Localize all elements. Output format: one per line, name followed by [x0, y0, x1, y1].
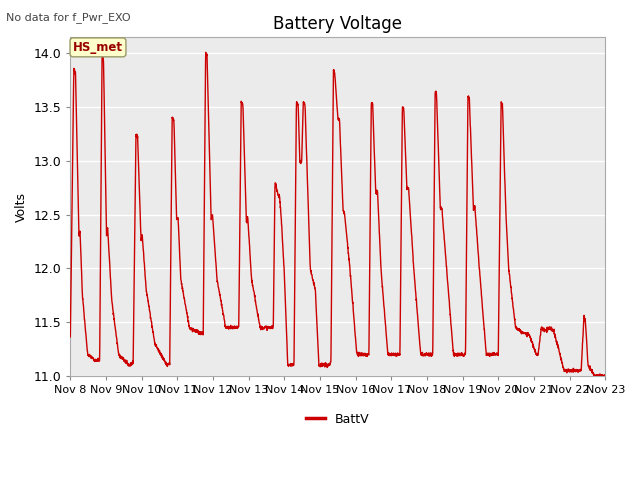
- Text: HS_met: HS_met: [73, 41, 123, 54]
- Y-axis label: Volts: Volts: [15, 192, 28, 222]
- Title: Battery Voltage: Battery Voltage: [273, 15, 403, 33]
- Text: No data for f_Pwr_EXO: No data for f_Pwr_EXO: [6, 12, 131, 23]
- Legend: BattV: BattV: [301, 408, 374, 431]
